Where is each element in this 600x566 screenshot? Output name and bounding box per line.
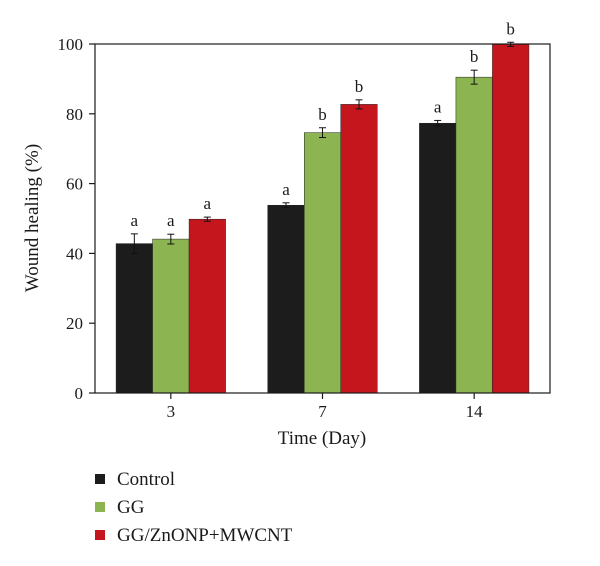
y-axis: 0 20 40 60 80 100 (58, 35, 95, 403)
legend-swatch (95, 530, 105, 540)
bar-control-day-7 (267, 204, 305, 394)
legend-swatch (95, 502, 105, 512)
significance-label: a (434, 97, 442, 116)
legend: Control GG GG/ZnONP+MWCNT (95, 469, 293, 546)
bar-gg-day-7 (304, 132, 341, 394)
y-tick-label: 80 (66, 105, 83, 124)
y-tick-label: 40 (66, 244, 83, 263)
legend-label: Control (117, 469, 175, 490)
legend-label: GG (117, 497, 145, 518)
bar-gg-znonp-mwcnt-day-3 (188, 218, 226, 394)
bar-control-day-3 (115, 243, 153, 394)
significance-label: a (282, 180, 290, 199)
bars-layer (115, 44, 530, 394)
bar-gg-znonp-mwcnt-day-7 (340, 104, 378, 394)
y-tick-label: 100 (58, 35, 84, 54)
significance-label: b (470, 47, 479, 66)
x-tick-label: 7 (318, 402, 327, 421)
y-tick-label: 60 (66, 175, 83, 194)
y-axis-title: Wound healing (%) (22, 144, 43, 292)
significance-label: b (318, 105, 327, 124)
significance-labels-layer: a a a a b b a b b (131, 19, 515, 230)
legend-label: GG/ZnONP+MWCNT (117, 525, 293, 546)
significance-label: a (131, 211, 139, 230)
significance-label: a (167, 211, 175, 230)
significance-label: b (355, 77, 364, 96)
y-tick-label: 0 (75, 384, 84, 403)
y-tick-label: 20 (66, 314, 83, 333)
x-axis: 3 7 14 (167, 393, 484, 421)
significance-label: b (506, 19, 515, 38)
significance-label: a (204, 194, 212, 213)
bar-gg-znonp-mwcnt-day-14 (492, 44, 530, 394)
bar-control-day-14 (419, 122, 457, 394)
x-tick-label: 3 (167, 402, 176, 421)
bar-gg-day-14 (455, 76, 493, 394)
x-tick-label: 14 (466, 402, 484, 421)
bar-gg-day-3 (152, 238, 190, 394)
x-axis-title: Time (Day) (278, 428, 367, 449)
legend-swatch (95, 474, 105, 484)
